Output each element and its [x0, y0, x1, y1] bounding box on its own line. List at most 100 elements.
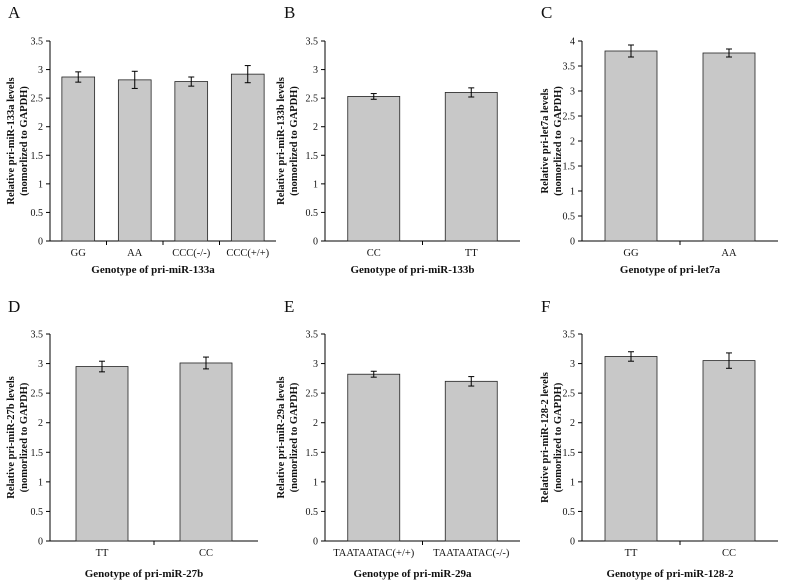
- x-axis-title: Genotype of pri-miR-133b: [350, 264, 474, 276]
- y-tick-label: 3: [313, 359, 318, 370]
- y-axis-title-line: (nomorlized to GAPDH): [289, 382, 300, 492]
- y-tick-label: 1.5: [563, 162, 576, 173]
- y-tick-label: 0: [570, 537, 575, 548]
- y-tick-label: 0.5: [31, 208, 44, 219]
- y-tick-label: 2.5: [306, 389, 319, 400]
- category-label: GG: [71, 248, 87, 259]
- panel-letter: B: [284, 3, 295, 22]
- x-axis-title: Genotype of pri-miR-29a: [354, 568, 472, 580]
- y-tick-label: 0: [38, 237, 43, 248]
- y-axis-title-line: Relative pri-let7a levels: [540, 89, 551, 194]
- y-tick-label: 0.5: [306, 208, 319, 219]
- y-axis-title: Relative pri-miR-29a levels (nomorlized t…: [276, 377, 300, 499]
- bar-cc: [347, 96, 401, 242]
- y-tick-label: 0.5: [563, 507, 576, 518]
- y-tick-label: 3.5: [31, 330, 44, 341]
- y-tick-label: 0.5: [31, 507, 44, 518]
- category-label: CCC(+/+): [226, 248, 269, 259]
- bar-aa: [702, 52, 756, 242]
- y-tick-label: 3.5: [31, 37, 44, 48]
- y-tick-label: 1: [313, 179, 318, 190]
- chart-panel-f: F 0 0.5 1 1.5 2 2.5 3 3.5 TT CC Genotype of pri-miR…: [540, 297, 778, 580]
- y-axis-title-line: Relative pri-miR-27b levels: [6, 376, 17, 498]
- y-tick-label: 3: [38, 359, 43, 370]
- y-axis-title-line: (nomorlized to GAPDH): [19, 382, 30, 492]
- x-axis-title: Genotype of pri-let7a: [620, 264, 721, 276]
- y-axis-title-line: Relative pri-miR-29a levels: [276, 377, 287, 499]
- y-tick-label: 0: [313, 237, 318, 248]
- chart-panel-b: B 0 0.5 1 1.5 2 2.5 3 3.5 CC TT Genotype of pri-miR…: [276, 3, 520, 276]
- y-tick-label: 3.5: [563, 330, 576, 341]
- y-tick-label: 1: [38, 477, 43, 488]
- category-label: TAATAATAC(-/-): [433, 548, 510, 559]
- category-label: CCC(-/-): [172, 248, 210, 259]
- y-tick-label: 3.5: [306, 330, 319, 341]
- y-axis-title-line: (nomorlized to GAPDH): [553, 86, 564, 196]
- y-axis-title-line: (nomorlized to GAPDH): [289, 86, 300, 196]
- bar-gg: [604, 50, 658, 242]
- y-tick-label: 0.5: [306, 507, 319, 518]
- y-tick-label: 1.5: [563, 448, 576, 459]
- category-label: CC: [722, 548, 736, 559]
- bar-ccc: [174, 81, 209, 242]
- y-tick-label: 1: [570, 477, 575, 488]
- y-tick-label: 2: [313, 122, 318, 133]
- y-tick-label: 3: [38, 65, 43, 76]
- y-tick-label: 3: [313, 65, 318, 76]
- y-tick-label: 1.5: [31, 448, 44, 459]
- y-tick-label: 1.5: [306, 448, 319, 459]
- y-tick-label: 4: [570, 37, 575, 48]
- category-label: AA: [127, 248, 143, 259]
- panel-letter: C: [541, 3, 552, 22]
- y-tick-label: 2: [570, 137, 575, 148]
- category-label: CC: [199, 548, 213, 559]
- category-label: AA: [721, 248, 737, 259]
- y-tick-label: 2.5: [563, 389, 576, 400]
- x-axis-title: Genotype of pri-miR-133a: [91, 264, 215, 276]
- chart-panel-d: D 0 0.5 1 1.5 2 2.5 3 3.5 TT CC Genotype of pri-miR…: [6, 297, 258, 580]
- y-tick-label: 2: [38, 122, 43, 133]
- y-tick-label: 2: [313, 418, 318, 429]
- y-tick-label: 2.5: [31, 94, 44, 105]
- y-tick-label: 0: [570, 237, 575, 248]
- y-tick-label: 1: [313, 477, 318, 488]
- y-axis-title-line: (nomorlized to GAPDH): [19, 86, 30, 196]
- bar-tt: [444, 92, 498, 242]
- y-axis-title-line: Relative pri-miR-133a levels: [6, 77, 17, 204]
- bar-ccc: [230, 73, 265, 242]
- category-label: TAATAATAC(+/+): [333, 548, 415, 559]
- y-tick-label: 1.5: [306, 151, 319, 162]
- y-tick-label: 3.5: [306, 37, 319, 48]
- y-tick-label: 2.5: [306, 94, 319, 105]
- y-tick-label: 0: [38, 537, 43, 548]
- y-tick-label: 1.5: [31, 151, 44, 162]
- bar-taataatac: [444, 380, 498, 542]
- y-axis-title: Relative pri-miR-133a levels (nomorlized …: [6, 77, 30, 204]
- category-label: TT: [465, 248, 478, 259]
- bar-tt: [75, 366, 129, 542]
- y-tick-label: 2.5: [563, 112, 576, 123]
- y-axis-title-line: Relative pri-miR-133b levels: [276, 77, 287, 205]
- panel-letter: F: [541, 297, 550, 316]
- y-tick-label: 1: [570, 187, 575, 198]
- bar-cc: [179, 362, 233, 542]
- bar-taataatac: [347, 373, 401, 542]
- panel-letter: A: [8, 3, 21, 22]
- x-axis-title: Genotype of pri-miR-27b: [85, 568, 204, 580]
- bar-cc: [702, 360, 756, 542]
- bar-aa: [117, 79, 152, 242]
- category-label: CC: [367, 248, 381, 259]
- y-axis-title: Relative pri-miR-128-2 levels (nomorlized…: [540, 372, 564, 503]
- bar-tt: [604, 356, 658, 542]
- y-axis-title-line: (nomorlized to GAPDH): [553, 382, 564, 492]
- y-tick-label: 2.5: [31, 389, 44, 400]
- category-label: TT: [625, 548, 638, 559]
- y-axis-title: Relative pri-miR-133b levels (nomorlized …: [276, 77, 300, 205]
- y-axis-title-line: Relative pri-miR-128-2 levels: [540, 372, 551, 503]
- panel-letter: E: [284, 297, 294, 316]
- chart-panel-e: E 0 0.5 1 1.5 2 2.5 3 3.5 TAATAATAC(+/+) TAATAATAC…: [276, 297, 520, 580]
- y-tick-label: 2: [38, 418, 43, 429]
- y-tick-label: 0: [313, 537, 318, 548]
- y-tick-label: 1: [38, 179, 43, 190]
